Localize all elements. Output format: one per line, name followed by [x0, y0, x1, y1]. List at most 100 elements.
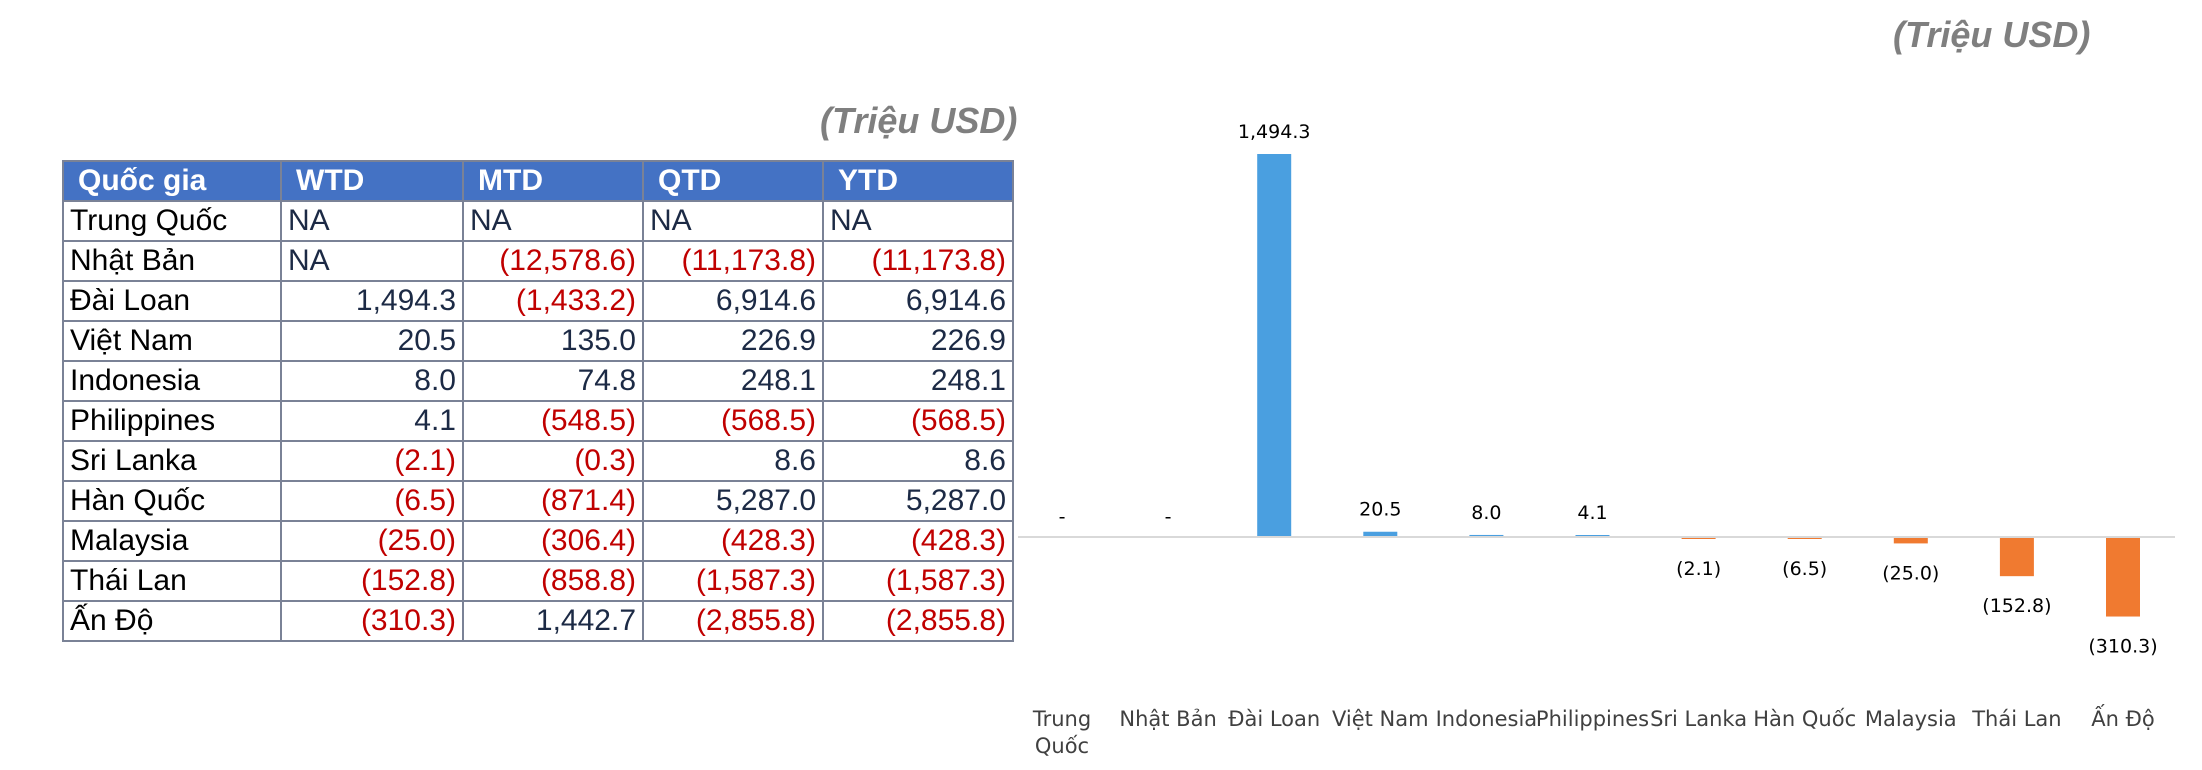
value-cell: 8.6	[822, 440, 1014, 482]
value-cell: 4.1	[280, 400, 464, 442]
data-label: -	[1165, 506, 1172, 528]
value-cell: (11,173.8)	[642, 240, 824, 282]
value-cell: (11,173.8)	[822, 240, 1014, 282]
table-row: Sri Lanka (2.1) (0.3) 8.6 8.6	[62, 440, 1014, 482]
value-cell: NA	[280, 200, 464, 242]
bar	[2106, 537, 2140, 617]
data-label: -	[1059, 506, 1066, 528]
value-cell: NA	[822, 200, 1014, 242]
value-cell: 226.9	[822, 320, 1014, 362]
country-cell: Hàn Quốc	[62, 480, 282, 522]
table-header-row: Quốc gia WTD MTD QTD YTD	[62, 160, 1014, 202]
flow-table: Quốc gia WTD MTD QTD YTD Trung Quốc NA NA NA NA N…	[62, 160, 1014, 642]
bar	[1363, 531, 1398, 537]
data-label: 8.0	[1471, 502, 1501, 524]
value-cell: 5,287.0	[822, 480, 1014, 522]
category-label: Sri Lanka	[1650, 707, 1747, 731]
value-cell: NA	[642, 200, 824, 242]
value-cell: 1,442.7	[462, 600, 644, 642]
data-label: 1,494.3	[1238, 121, 1311, 143]
category-label: Ấn Độ	[2091, 704, 2154, 731]
country-cell: Indonesia	[62, 360, 282, 402]
category-label: Nhật Bản	[1119, 707, 1216, 731]
column-header: YTD	[822, 160, 1014, 202]
bar	[1469, 534, 1504, 537]
table-row: Thái Lan (152.8) (858.8) (1,587.3) (1,587.3)	[62, 560, 1014, 602]
table-row: Malaysia (25.0) (306.4) (428.3) (428.3)	[62, 520, 1014, 562]
category-label: Đài Loan	[1228, 707, 1320, 731]
table-unit-label: (Triệu USD)	[820, 100, 1018, 141]
country-cell: Trung Quốc	[62, 200, 282, 242]
category-label: Malaysia	[1865, 707, 1957, 731]
bar	[1999, 537, 2034, 577]
table-row: Nhật Bản NA (12,578.6) (11,173.8) (11,173.8)	[62, 240, 1014, 282]
value-cell: 20.5	[280, 320, 464, 362]
value-cell: (428.3)	[822, 520, 1014, 562]
value-cell: 8.0	[280, 360, 464, 402]
data-label: (152.8)	[1982, 595, 2051, 617]
value-cell: (25.0)	[280, 520, 464, 562]
data-label: (310.3)	[2088, 636, 2157, 658]
value-cell: (568.5)	[642, 400, 824, 442]
value-cell: 8.6	[642, 440, 824, 482]
column-header: QTD	[642, 160, 824, 202]
chart-unit-label: (Triệu USD)	[1893, 14, 2091, 55]
category-label: Quốc	[1035, 734, 1089, 758]
value-cell: (6.5)	[280, 480, 464, 522]
country-cell: Nhật Bản	[62, 240, 282, 282]
data-label: (25.0)	[1882, 562, 1939, 584]
value-cell: (2,855.8)	[642, 600, 824, 642]
value-cell: 6,914.6	[822, 280, 1014, 322]
value-cell: (0.3)	[462, 440, 644, 482]
value-cell: (568.5)	[822, 400, 1014, 442]
value-cell: 5,287.0	[642, 480, 824, 522]
value-cell: 248.1	[642, 360, 824, 402]
column-header: MTD	[462, 160, 644, 202]
value-cell: 1,494.3	[280, 280, 464, 322]
table-body: Trung Quốc NA NA NA NA Nhật Bản NA (12,578.6) (1…	[62, 200, 1014, 642]
data-label: 4.1	[1577, 502, 1607, 524]
country-cell: Việt Nam	[62, 320, 282, 362]
country-cell: Đài Loan	[62, 280, 282, 322]
value-cell: NA	[462, 200, 644, 242]
country-cell: Thái Lan	[62, 560, 282, 602]
category-label: Indonesia	[1436, 707, 1538, 731]
table-row: Philippines 4.1 (548.5) (568.5) (568.5)	[62, 400, 1014, 442]
value-cell: (548.5)	[462, 400, 644, 442]
value-cell: (12,578.6)	[462, 240, 644, 282]
value-cell: (152.8)	[280, 560, 464, 602]
category-label: Trung	[1032, 707, 1091, 731]
value-cell: 74.8	[462, 360, 644, 402]
value-cell: (871.4)	[462, 480, 644, 522]
value-cell: (428.3)	[642, 520, 824, 562]
value-cell: 135.0	[462, 320, 644, 362]
table-row: Trung Quốc NA NA NA NA	[62, 200, 1014, 242]
category-label: Việt Nam	[1332, 707, 1429, 731]
bar-chart: - Trung Quốc - Nhật Bản 1,494.3 Đài Loan 20.5 Vi…	[1018, 121, 2175, 758]
bar	[1893, 537, 1928, 544]
bar	[1257, 154, 1292, 537]
data-label: 20.5	[1359, 499, 1401, 521]
country-cell: Philippines	[62, 400, 282, 442]
data-label: (6.5)	[1782, 558, 1827, 580]
value-cell: (310.3)	[280, 600, 464, 642]
value-cell: (1,587.3)	[822, 560, 1014, 602]
value-cell: NA	[280, 240, 464, 282]
value-cell: 248.1	[822, 360, 1014, 402]
value-cell: (2,855.8)	[822, 600, 1014, 642]
value-cell: (1,433.2)	[462, 280, 644, 322]
data-label: (2.1)	[1676, 558, 1721, 580]
table-row: Việt Nam 20.5 135.0 226.9 226.9	[62, 320, 1014, 362]
value-cell: 226.9	[642, 320, 824, 362]
column-header: Quốc gia	[62, 160, 282, 202]
category-label: Philippines	[1536, 707, 1649, 731]
category-label: Thái Lan	[1971, 707, 2061, 731]
table-row: Ấn Độ (310.3) 1,442.7 (2,855.8) (2,855.8)	[62, 600, 1014, 642]
value-cell: (306.4)	[462, 520, 644, 562]
value-cell: (1,587.3)	[642, 560, 824, 602]
value-cell: (858.8)	[462, 560, 644, 602]
country-cell: Sri Lanka	[62, 440, 282, 482]
table-row: Hàn Quốc (6.5) (871.4) 5,287.0 5,287.0	[62, 480, 1014, 522]
table-row: Đài Loan 1,494.3 (1,433.2) 6,914.6 6,914.6	[62, 280, 1014, 322]
table-row: Indonesia 8.0 74.8 248.1 248.1	[62, 360, 1014, 402]
